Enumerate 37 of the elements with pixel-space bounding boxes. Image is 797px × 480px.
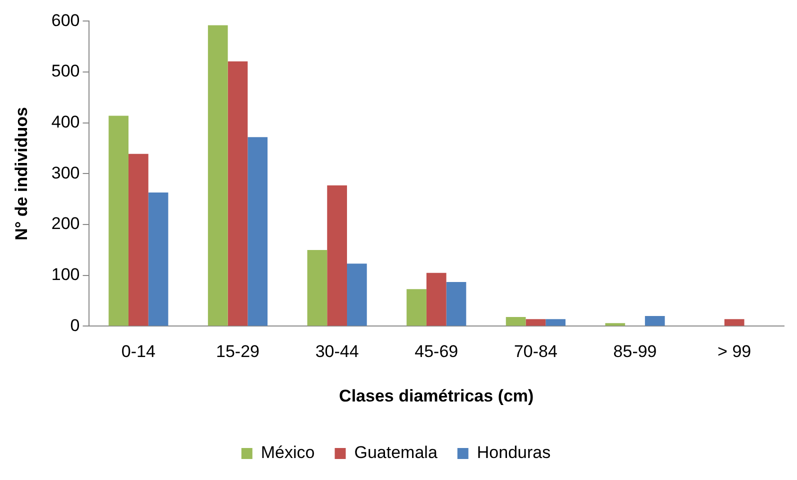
bar bbox=[406, 289, 426, 326]
y-tick-label: 300 bbox=[51, 163, 80, 182]
y-tick-label: 200 bbox=[51, 214, 80, 234]
y-tick-label: 0 bbox=[70, 316, 80, 335]
bar bbox=[108, 116, 128, 326]
bar bbox=[546, 319, 566, 326]
x-tick-label: 0-14 bbox=[121, 342, 156, 362]
bar bbox=[228, 61, 248, 326]
bar bbox=[605, 323, 626, 326]
x-tick-label: 85-99 bbox=[613, 342, 657, 362]
x-tick-label: 70-84 bbox=[514, 342, 558, 362]
bar bbox=[208, 25, 228, 326]
bar bbox=[327, 185, 347, 326]
y-tick-label: 600 bbox=[51, 10, 80, 30]
legend-label: Honduras bbox=[476, 443, 551, 462]
y-tick-label: 400 bbox=[51, 112, 80, 132]
x-tick-label: 45-69 bbox=[414, 342, 458, 362]
bar bbox=[128, 154, 148, 326]
bar bbox=[307, 250, 328, 326]
x-axis-title: Clases diamétricas (cm) bbox=[339, 386, 534, 406]
y-tick-label: 100 bbox=[51, 265, 80, 284]
bar bbox=[426, 272, 446, 326]
bar bbox=[346, 264, 367, 326]
bar bbox=[148, 192, 168, 326]
bar bbox=[526, 319, 546, 326]
x-tick-label: > 99 bbox=[718, 342, 752, 362]
bar bbox=[724, 319, 744, 326]
y-axis-title: N° de individuos bbox=[12, 107, 31, 240]
bar bbox=[644, 316, 665, 326]
bar bbox=[446, 282, 466, 326]
y-tick-label: 500 bbox=[51, 62, 80, 81]
legend-label: Guatemala bbox=[354, 443, 438, 462]
legend-label: México bbox=[260, 443, 315, 462]
x-tick-label: 30-44 bbox=[315, 342, 359, 362]
bar bbox=[248, 137, 268, 326]
x-tick-label: 15-29 bbox=[216, 342, 260, 362]
bar bbox=[506, 317, 526, 326]
